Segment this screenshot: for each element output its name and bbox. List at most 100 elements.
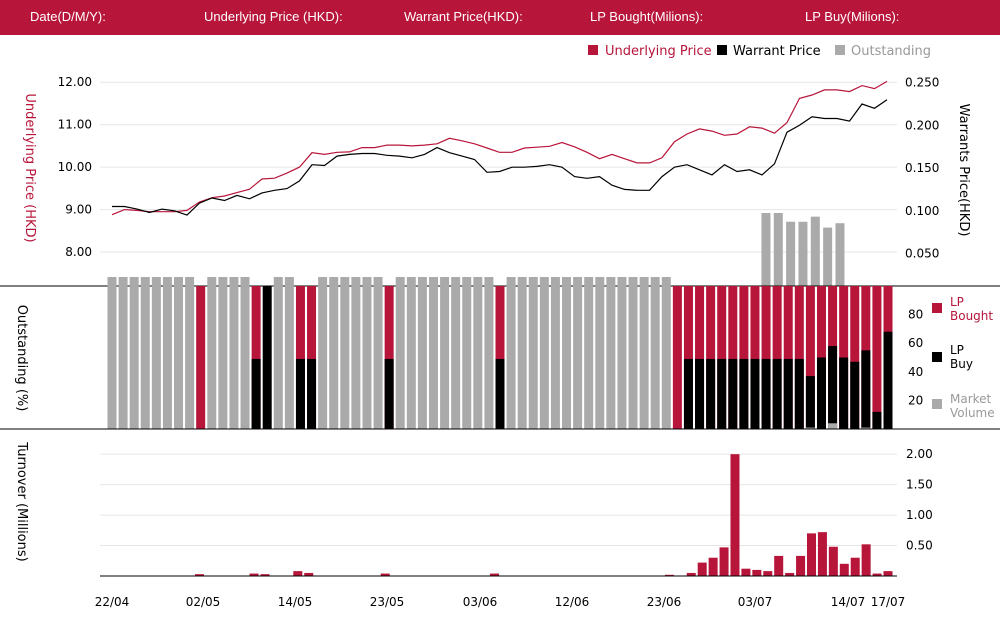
lp-buy-bar	[761, 358, 771, 429]
turnover-bar	[774, 555, 784, 576]
market-volume-bar	[428, 286, 438, 429]
x-tick-label: 22/04	[95, 595, 130, 609]
legend-swatch-outstanding	[835, 45, 845, 55]
turnover-bar	[686, 572, 696, 576]
legend-swatch-lp-bought	[932, 303, 942, 313]
market-volume-bar	[240, 286, 250, 429]
warrant-price-label: Warrant Price(HKD):	[404, 9, 523, 24]
outstanding-cap	[550, 277, 560, 286]
lp-bought-bar	[706, 286, 716, 429]
market-volume-bar	[473, 286, 483, 429]
market-volume-bar	[650, 286, 660, 429]
y-tick-outstanding: 20	[908, 393, 923, 407]
lp-buy-bar	[295, 358, 305, 429]
y-tick-turnover: 2.00	[906, 447, 933, 461]
turnover-bar	[730, 454, 740, 576]
market-volume-bar	[506, 286, 516, 429]
market-volume-bar	[351, 286, 361, 429]
market-volume-bar	[861, 427, 871, 429]
market-volume-bar	[539, 286, 549, 429]
turnover-bar	[708, 557, 718, 576]
y-axis-label-outstanding: Outstanding (%)	[14, 305, 29, 412]
turnover-bar	[719, 547, 729, 576]
outstanding-cap	[484, 277, 494, 286]
outstanding-cap	[628, 277, 638, 286]
x-tick-label: 12/06	[555, 595, 590, 609]
turnover-bar	[883, 571, 893, 576]
legend-lp-bought-line1: LP	[950, 295, 964, 309]
x-tick-label: 14/05	[278, 595, 313, 609]
x-tick-label: 02/05	[186, 595, 221, 609]
turnover-bar	[785, 572, 795, 576]
market-volume-bar	[229, 286, 239, 429]
y-axis-label-warrant: Warrants Price(HKD)	[956, 104, 971, 237]
market-volume-bar	[362, 286, 372, 429]
outstanding-cap	[218, 277, 228, 286]
lp-buy-bar	[850, 361, 860, 429]
legend-market-volume-line2: Volume	[950, 406, 995, 420]
outstanding-cap	[129, 277, 139, 286]
y-axis-label-turnover: Turnover (Millions)	[14, 441, 29, 561]
market-volume-bar	[661, 286, 671, 429]
x-tick-label: 23/05	[370, 595, 405, 609]
market-volume-bar	[517, 286, 527, 429]
market-volume-bar	[451, 286, 461, 429]
lp-bought-bar	[695, 286, 705, 429]
underlying-price-label: Underlying Price (HKD):	[204, 9, 343, 24]
market-volume-bar	[584, 286, 594, 429]
market-volume-bar	[162, 286, 172, 429]
market-volume-bar	[406, 286, 416, 429]
outstanding-cap	[451, 277, 461, 286]
market-volume-bar	[151, 286, 161, 429]
outstanding-cap	[107, 277, 117, 286]
market-volume-bar	[140, 286, 150, 429]
x-tick-label: 14/07	[831, 595, 866, 609]
outstanding-cap	[229, 277, 239, 286]
outstanding-cap	[118, 277, 128, 286]
lp-buy-bar	[307, 358, 317, 429]
outstanding-cap	[528, 277, 538, 286]
outstanding-cap	[573, 277, 583, 286]
outstanding-cap	[395, 277, 405, 286]
lp-buy-bar	[384, 358, 394, 429]
outstanding-cap	[273, 277, 283, 286]
outstanding-cap	[174, 277, 184, 286]
market-volume-bar	[340, 286, 350, 429]
outstanding-cap	[207, 277, 217, 286]
y-tick-right: 0.200	[905, 118, 939, 132]
outstanding-cap	[506, 277, 516, 286]
lp-bought-bar	[672, 286, 682, 429]
legend-lp-buy: LP Buy	[950, 343, 973, 371]
outstanding-cap	[584, 277, 594, 286]
market-volume-bar	[107, 286, 117, 429]
turnover-bar	[872, 573, 882, 576]
lp-bought-bar	[196, 286, 206, 429]
lp-buy-bar	[728, 358, 738, 429]
y-tick-left: 12.00	[58, 75, 92, 89]
market-volume-bar	[207, 286, 217, 429]
outstanding-cap	[185, 277, 195, 286]
lp-buy-bar	[783, 358, 793, 429]
outstanding-cap	[617, 277, 627, 286]
lp-buy-bar	[883, 331, 893, 429]
lp-buy-bar	[805, 376, 815, 429]
turnover-bar	[828, 546, 838, 576]
lp-buy-bar	[695, 358, 705, 429]
market-volume-bar	[129, 286, 139, 429]
lp-bought-bar	[717, 286, 727, 429]
market-volume-bar	[273, 286, 283, 429]
market-volume-bar	[373, 286, 383, 429]
y-tick-outstanding: 40	[908, 365, 923, 379]
turnover-bar	[380, 573, 390, 576]
turnover-bar	[249, 573, 259, 576]
outstanding-cap	[428, 277, 438, 286]
header-bar: Date(D/M/Y): Underlying Price (HKD): War…	[0, 0, 1000, 35]
market-volume-bar	[628, 286, 638, 429]
lp-bought-bar	[495, 286, 505, 429]
y-tick-outstanding: 60	[908, 336, 923, 350]
outstanding-bar	[761, 213, 771, 286]
lp-bought-bar	[872, 286, 882, 429]
turnover-bar	[293, 571, 303, 576]
legend-swatch-market-volume	[932, 399, 942, 409]
